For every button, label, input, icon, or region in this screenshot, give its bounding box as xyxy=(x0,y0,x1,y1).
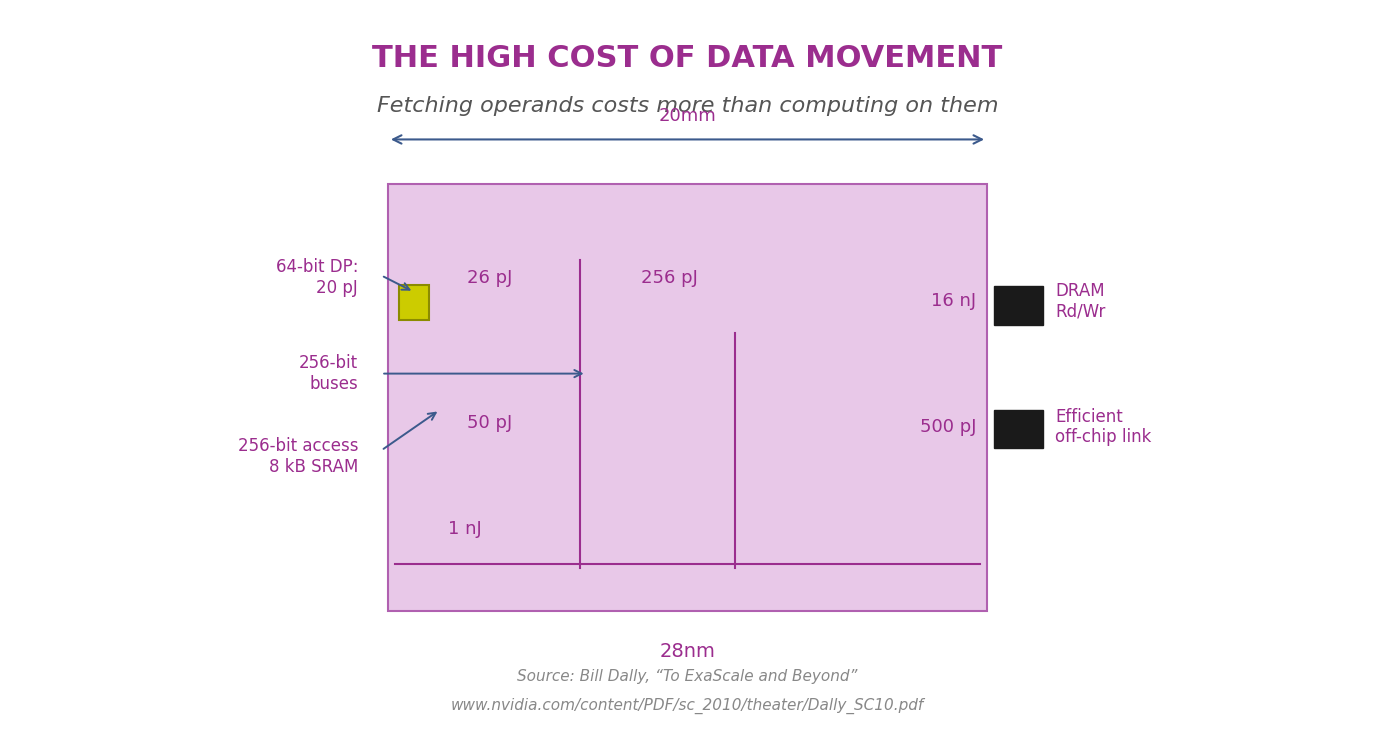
Text: THE HIGH COST OF DATA MOVEMENT: THE HIGH COST OF DATA MOVEMENT xyxy=(373,44,1002,73)
Text: 20mm: 20mm xyxy=(659,106,716,124)
Text: 256-bit access
8 kB SRAM: 256-bit access 8 kB SRAM xyxy=(238,437,358,476)
Text: 1 nJ: 1 nJ xyxy=(448,520,481,538)
Text: Efficient
off-chip link: Efficient off-chip link xyxy=(1055,407,1151,446)
Text: 26 pJ: 26 pJ xyxy=(468,268,513,286)
Text: DRAM
Rd/Wr: DRAM Rd/Wr xyxy=(1055,281,1106,320)
Bar xyxy=(994,410,1042,448)
Bar xyxy=(399,285,429,320)
Text: Source: Bill Dally, “To ExaScale and Beyond”: Source: Bill Dally, “To ExaScale and Bey… xyxy=(517,669,858,684)
Bar xyxy=(994,286,1042,325)
Text: 28nm: 28nm xyxy=(660,641,715,661)
Text: 50 pJ: 50 pJ xyxy=(468,414,513,432)
Text: 64-bit DP:
20 pJ: 64-bit DP: 20 pJ xyxy=(275,258,358,297)
Text: www.nvidia.com/content/PDF/sc_2010/theater/Dally_SC10.pdf: www.nvidia.com/content/PDF/sc_2010/theat… xyxy=(451,698,924,714)
Text: 16 nJ: 16 nJ xyxy=(931,292,976,310)
Text: 256 pJ: 256 pJ xyxy=(641,268,698,286)
Text: Fetching operands costs more than computing on them: Fetching operands costs more than comput… xyxy=(377,96,998,116)
Bar xyxy=(388,184,987,610)
Text: 500 pJ: 500 pJ xyxy=(920,418,976,436)
Text: 256-bit
buses: 256-bit buses xyxy=(298,354,358,393)
